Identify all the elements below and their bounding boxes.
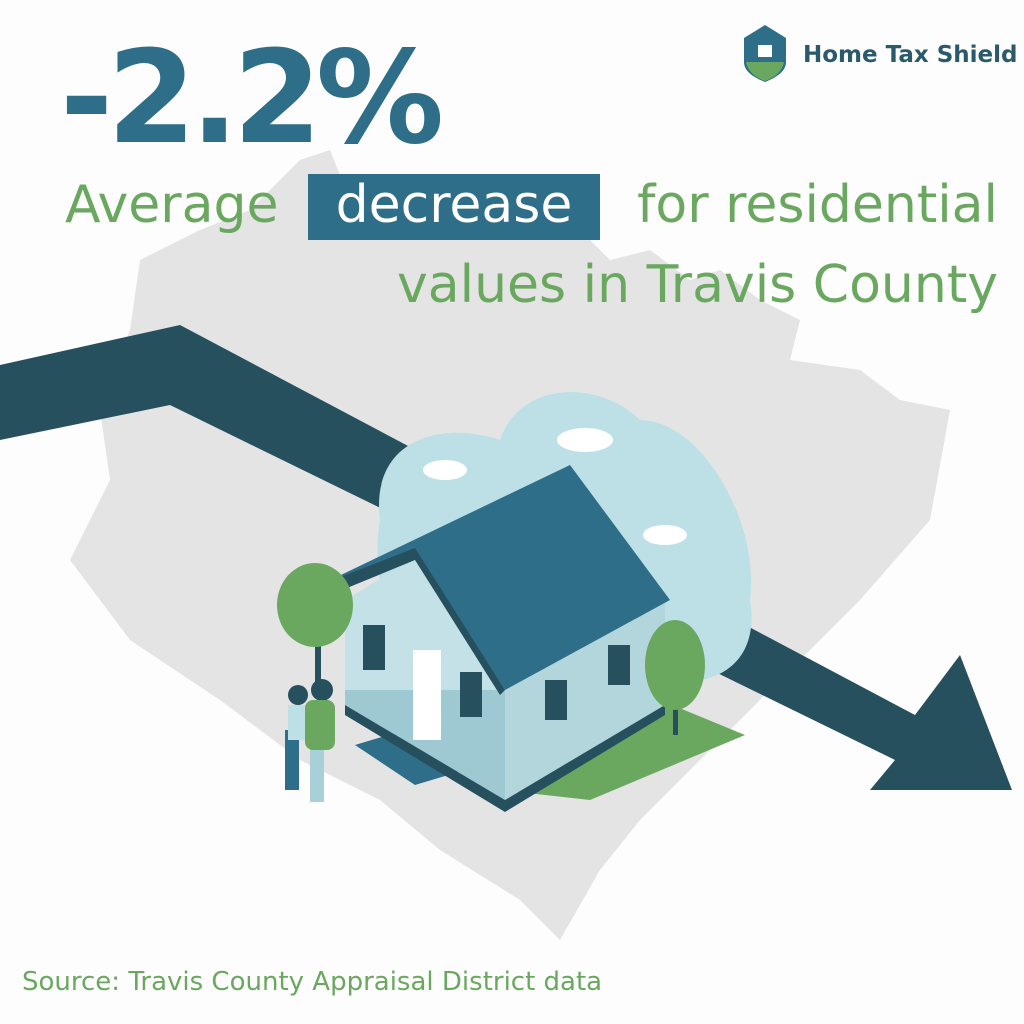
- clouds: [423, 428, 687, 545]
- trees: [277, 563, 705, 735]
- brand-name: Home Tax Shield: [803, 42, 1017, 68]
- headline: -2.2%: [60, 24, 441, 173]
- brand-logo: Home Tax Shield: [744, 25, 1017, 82]
- subtitle-text: values in Travis County: [397, 255, 998, 315]
- subtitle-text: Average: [65, 175, 279, 235]
- people: [285, 679, 335, 802]
- subtitle-text: for residential: [637, 175, 998, 235]
- subtitle-highlight: decrease: [336, 175, 573, 235]
- source-note: Source: Travis County Appraisal District…: [22, 967, 602, 997]
- house: [320, 465, 670, 812]
- highlight-box: [308, 174, 600, 240]
